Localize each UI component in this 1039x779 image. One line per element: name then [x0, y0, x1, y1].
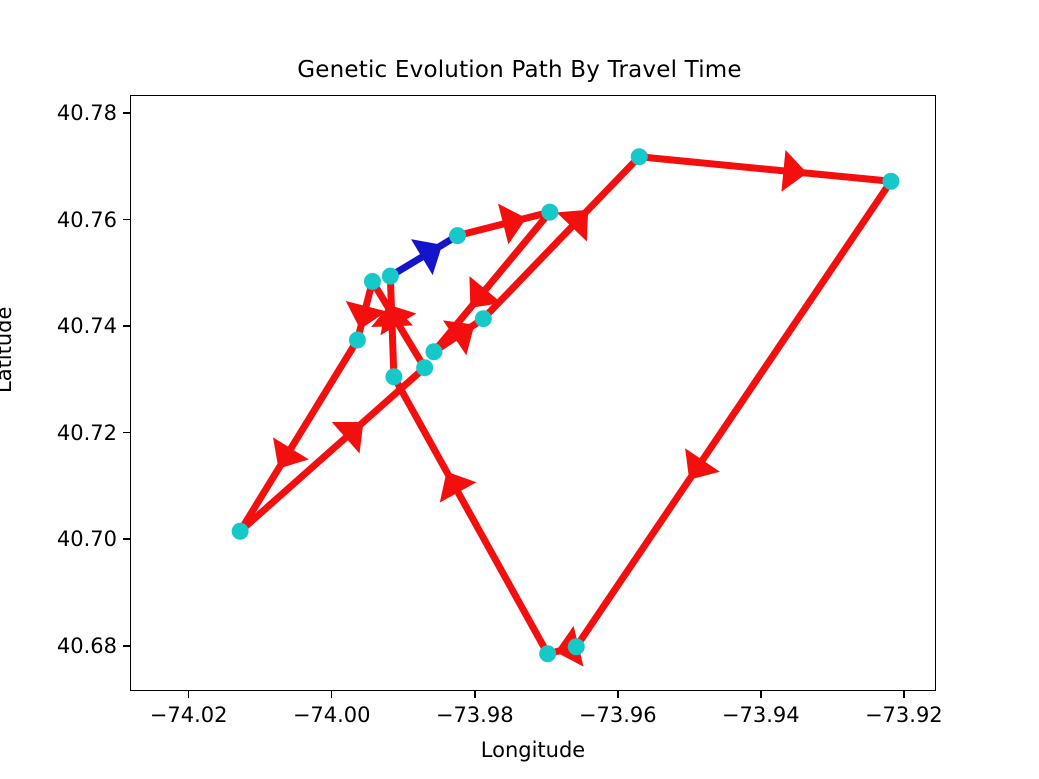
route-arrowhead — [442, 320, 475, 356]
route-plot — [231, 148, 900, 667]
route-edge — [480, 154, 642, 322]
stop-node-marker[interactable] — [567, 638, 585, 656]
x-tick-mark — [759, 691, 762, 698]
y-tick-mark — [123, 644, 130, 647]
stop-node-marker[interactable] — [425, 343, 443, 361]
x-tick-label: −74.00 — [292, 703, 371, 727]
x-tick-label: −74.02 — [149, 703, 228, 727]
stop-node-marker[interactable] — [541, 203, 559, 221]
route-segment — [573, 179, 894, 649]
stop-node-marker[interactable] — [630, 148, 648, 166]
stop-node-marker[interactable] — [474, 310, 492, 328]
stop-node-marker[interactable] — [539, 645, 557, 663]
x-tick-mark — [187, 691, 190, 698]
x-tick-label: −73.98 — [435, 703, 514, 727]
route-edge — [369, 279, 428, 370]
y-tick-label: 40.72 — [56, 420, 117, 445]
route-arrowhead — [685, 448, 720, 480]
x-tick-mark — [903, 691, 905, 698]
stop-node-marker[interactable] — [449, 227, 467, 245]
route-arrowhead — [380, 304, 417, 336]
route-segment — [237, 338, 361, 534]
route-segment — [638, 153, 892, 185]
route-edge — [388, 232, 460, 280]
route-segment — [480, 154, 642, 322]
x-axis-label: Longitude — [480, 738, 586, 762]
route-arrowhead — [469, 276, 502, 308]
route-arrowhead — [498, 203, 527, 245]
route-edge — [638, 149, 892, 192]
y-tick-label: 40.74 — [56, 314, 117, 339]
route-edge — [573, 179, 894, 649]
x-tick-mark — [616, 691, 619, 698]
route-arrowhead — [556, 209, 589, 242]
route-edge — [432, 315, 486, 356]
x-tick-mark — [330, 691, 333, 698]
y-tick-mark — [123, 538, 130, 540]
page-title: Genetic Evolution Path By Travel Time — [297, 57, 742, 83]
route-edge — [237, 365, 427, 534]
route-edge — [345, 280, 387, 341]
x-tick-label: −73.96 — [578, 703, 657, 727]
route-edge — [390, 375, 551, 656]
y-tick-mark — [123, 218, 130, 221]
stop-node-marker[interactable] — [381, 267, 399, 285]
stop-node-marker[interactable] — [416, 359, 434, 377]
y-tick-label: 40.76 — [56, 207, 117, 232]
y-tick-label: 40.70 — [56, 527, 117, 552]
route-segment — [390, 375, 551, 656]
x-tick-mark — [473, 691, 476, 698]
y-axis-label: Latitude — [0, 306, 16, 393]
route-segment — [369, 279, 428, 370]
stop-node-marker[interactable] — [348, 331, 366, 349]
stop-node-marker[interactable] — [363, 272, 381, 290]
stop-node-marker[interactable] — [385, 368, 403, 386]
route-arrowhead — [410, 239, 443, 276]
stop-node-marker[interactable] — [882, 172, 900, 190]
route-edge — [456, 203, 551, 245]
y-tick-mark — [123, 431, 130, 434]
x-tick-label: −73.94 — [721, 703, 800, 727]
x-tick-label: −73.92 — [864, 703, 943, 727]
route-arrowhead — [273, 437, 309, 469]
route-arrowhead — [781, 149, 808, 192]
y-tick-label: 40.78 — [56, 101, 117, 126]
y-tick-mark — [123, 112, 130, 114]
axes-frame — [130, 95, 936, 691]
stop-node-marker[interactable] — [231, 522, 249, 540]
route-edge — [237, 338, 361, 534]
route-arrowhead — [439, 471, 477, 503]
y-tick-label: 40.68 — [56, 633, 117, 658]
y-tick-mark — [123, 325, 130, 327]
route-arrowhead — [345, 300, 387, 330]
route-arrowhead — [331, 421, 364, 454]
route-segment — [237, 365, 427, 534]
